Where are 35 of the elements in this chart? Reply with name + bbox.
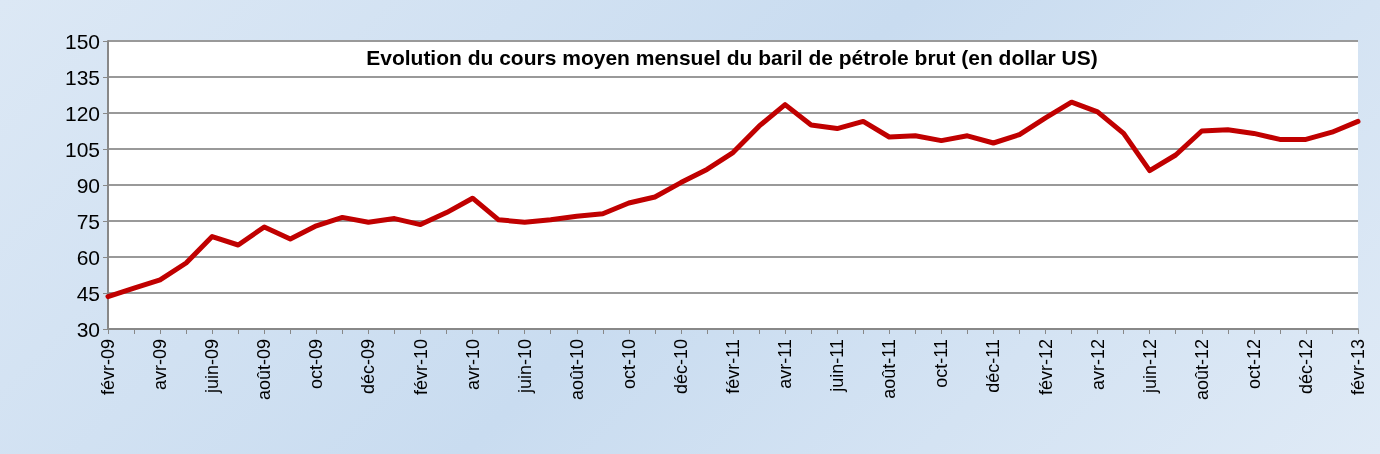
x-tick-label: août-10 — [566, 339, 587, 401]
x-tick-label: août-11 — [879, 339, 900, 399]
y-tick-label: 60 — [76, 245, 100, 269]
x-tick-label: févr-09 — [98, 339, 118, 396]
x-tick-label: avr-12 — [1087, 339, 1108, 391]
y-tick-label: 120 — [64, 101, 100, 125]
x-tick-label: févr-13 — [1348, 339, 1368, 396]
x-tick-label: déc-10 — [670, 339, 691, 395]
x-tick-label: juin-10 — [514, 339, 535, 395]
y-tick-label: 75 — [76, 209, 100, 233]
x-tick-label: févr-11 — [723, 339, 743, 394]
x-tick-label: févr-10 — [410, 339, 431, 396]
y-tick-label: 150 — [64, 29, 100, 53]
y-tick-label: 135 — [64, 65, 100, 89]
y-tick-label: 45 — [76, 281, 100, 305]
x-tick-label: oct-09 — [306, 339, 327, 390]
x-tick-label: juin-09 — [202, 339, 223, 395]
x-tick-label: juin-12 — [1139, 339, 1160, 395]
x-tick-label: déc-09 — [358, 339, 379, 395]
x-tick-label: août-09 — [254, 339, 275, 401]
x-tick-label: oct-12 — [1243, 339, 1264, 390]
x-tick-label: avr-09 — [150, 339, 171, 391]
x-tick-label: déc-12 — [1295, 339, 1316, 395]
x-tick-label: déc-11 — [983, 339, 1004, 393]
y-tick-label: 105 — [64, 137, 100, 161]
chart-title: Evolution du cours moyen mensuel du baril de pétrole brut (en dollar US) — [366, 46, 1098, 69]
y-tick-label: 90 — [76, 173, 100, 197]
y-tick-label: 30 — [76, 317, 100, 341]
x-tick-label: avr-11 — [775, 339, 796, 389]
x-tick-label: août-12 — [1191, 339, 1212, 401]
x-tick-label: févr-12 — [1035, 339, 1056, 396]
x-tick-label: oct-11 — [931, 339, 952, 388]
x-tick-label: juin-11 — [827, 339, 848, 393]
x-tick-label: avr-10 — [462, 339, 483, 391]
x-tick-label: oct-10 — [618, 339, 639, 390]
